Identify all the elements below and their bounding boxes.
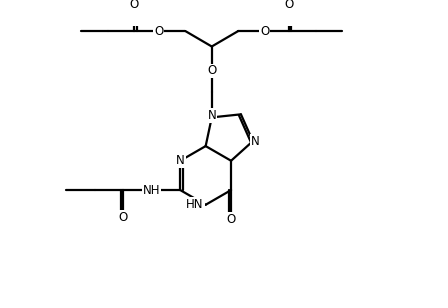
Text: HN: HN [186,198,204,211]
Text: O: O [226,213,236,226]
Text: O: O [119,211,128,224]
Text: N: N [176,154,185,167]
Text: O: O [207,64,216,77]
Text: O: O [130,0,139,11]
Text: O: O [284,0,294,11]
Text: O: O [154,25,164,38]
Text: N: N [207,109,216,122]
Text: NH: NH [143,184,160,197]
Text: O: O [260,25,269,38]
Text: N: N [250,135,259,148]
